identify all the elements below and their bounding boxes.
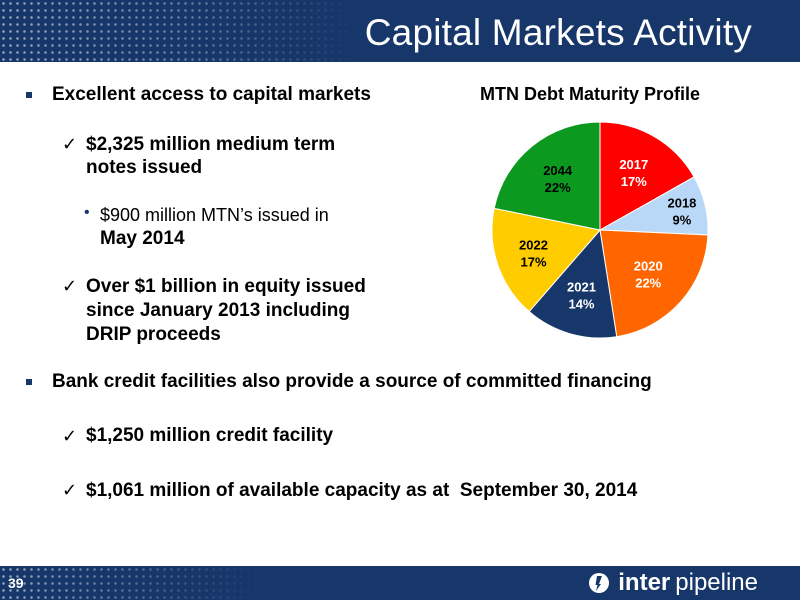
bullet-square-icon (26, 379, 32, 385)
mtn-issued-line1: $2,325 million medium term (86, 134, 336, 155)
checkmark-icon: ✓ (62, 134, 78, 155)
page-title: Capital Markets Activity (364, 12, 752, 53)
pie-slice-2017 (599, 122, 695, 231)
may-2014-line1: $900 million MTN’s issued in (100, 205, 329, 225)
pie-chart: 2017 17% 2018 9% 2020 22% 2021 14% 2022 17% 2044 22… (491, 122, 709, 339)
checkmark-icon: ✓ (62, 426, 78, 447)
pie-label-pct-2018: 9% (673, 213, 692, 228)
credit-facility: $1,250 million credit facility (86, 425, 334, 446)
page-number: 39 (8, 575, 24, 591)
mtn-issued-line2: notes issued (86, 157, 203, 178)
pie-label-year-2022: 2022 (519, 238, 548, 253)
sub-bullet-icon: • (84, 204, 90, 221)
equity-line3: DRIP proceeds (86, 324, 221, 345)
may-2014-line2: May 2014 (100, 228, 185, 249)
available-capacity: $1,061 million of available capacity as … (86, 480, 638, 501)
pie-label-pct-2044: 22% (545, 180, 571, 195)
pie-label-year-2020: 2020 (634, 258, 663, 273)
logo-mark-icon (589, 573, 610, 593)
footer-bar: 39 inter pipeline (0, 566, 800, 600)
pie-label-pct-2020: 22% (635, 275, 661, 290)
equity-line1: Over $1 billion in equity issued (86, 276, 366, 297)
chart-title: MTN Debt Maturity Profile (480, 84, 701, 104)
inter-pipeline-logo: inter pipeline (588, 569, 758, 597)
bullet-square-icon (26, 92, 32, 98)
bullet-capital-markets: Excellent access to capital markets (52, 84, 371, 105)
pie-label-pct-2021: 14% (568, 296, 594, 311)
pie-label-year-2018: 2018 (667, 196, 696, 211)
pie-label-pct-2017: 17% (621, 174, 647, 189)
checkmark-icon: ✓ (62, 276, 78, 297)
pie-label-year-2044: 2044 (543, 163, 573, 178)
header-dot-pattern (0, 0, 360, 62)
pie-label-pct-2022: 17% (520, 255, 546, 270)
header-bar: Capital Markets Activity (0, 0, 800, 62)
pie-label-year-2021: 2021 (567, 279, 596, 294)
logo-text-pipeline: pipeline (675, 569, 758, 596)
bullet-bank-credit: Bank credit facilities also provide a so… (52, 371, 652, 392)
pie-label-year-2017: 2017 (619, 157, 648, 172)
checkmark-icon: ✓ (62, 480, 78, 501)
logo-text-inter: inter (618, 569, 671, 596)
footer-dot-pattern (0, 566, 260, 600)
pie-slice-2021 (528, 228, 618, 339)
pie-slice-2020 (599, 229, 709, 338)
pie-slice-2044 (493, 122, 601, 231)
equity-line2: since January 2013 including (86, 300, 350, 321)
pie-slice-2022 (491, 207, 601, 313)
